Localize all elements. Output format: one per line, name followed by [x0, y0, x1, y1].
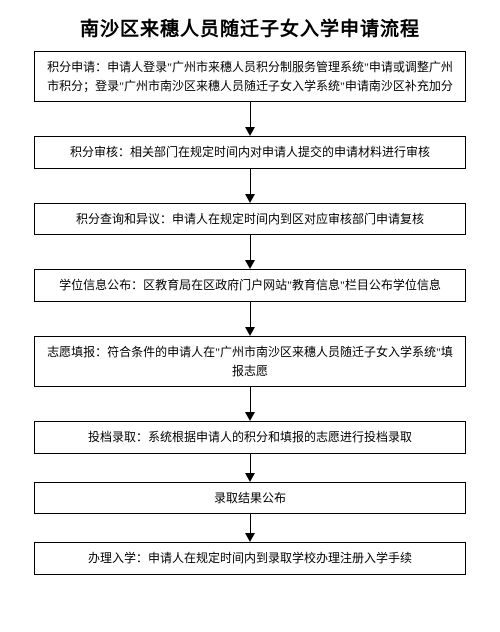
arrow-head-icon: [245, 127, 255, 136]
flow-node: 积分查询和异议：申请人在规定时间内到区对应审核部门申请复核: [34, 203, 466, 236]
flow-node: 积分审核：相关部门在规定时间内对申请人提交的申请材料进行审核: [34, 136, 466, 169]
flow-node: 办理入学：申请人在规定时间内到录取学校办理注册入学手续: [34, 542, 466, 575]
arrow-shaft: [250, 387, 251, 413]
arrow-head-icon: [245, 194, 255, 203]
flowchart-container: 积分申请：申请人登录"广州市来穗人员积分制服务管理系统"申请或调整广州市积分；登…: [0, 51, 500, 575]
arrow-head-icon: [245, 412, 255, 421]
flow-arrow: [245, 514, 255, 542]
arrow-head-icon: [245, 533, 255, 542]
flow-arrow: [245, 387, 255, 421]
flow-arrow: [245, 235, 255, 269]
flow-arrow: [245, 102, 255, 136]
flow-arrow: [245, 169, 255, 203]
flow-node: 投档录取：系统根据申请人的积分和填报的志愿进行投档录取: [34, 421, 466, 454]
arrow-shaft: [250, 102, 251, 128]
flow-node: 学位信息公布：区教育局在区政府门户网站"教育信息"栏目公布学位信息: [34, 269, 466, 302]
flow-arrow: [245, 454, 255, 482]
arrow-shaft: [250, 169, 251, 195]
arrow-head-icon: [245, 473, 255, 482]
arrow-head-icon: [245, 260, 255, 269]
arrow-shaft: [250, 514, 251, 534]
flow-node: 录取结果公布: [34, 482, 466, 515]
arrow-shaft: [250, 454, 251, 474]
arrow-shaft: [250, 302, 251, 328]
flow-arrow: [245, 302, 255, 336]
flow-node: 志愿填报：符合条件的申请人在"广州市南沙区来穗人员随迁子女入学系统"填报志愿: [34, 336, 466, 387]
page-title: 南沙区来穗人员随迁子女入学申请流程: [0, 0, 500, 51]
arrow-head-icon: [245, 327, 255, 336]
arrow-shaft: [250, 235, 251, 261]
flow-node: 积分申请：申请人登录"广州市来穗人员积分制服务管理系统"申请或调整广州市积分；登…: [34, 51, 466, 102]
